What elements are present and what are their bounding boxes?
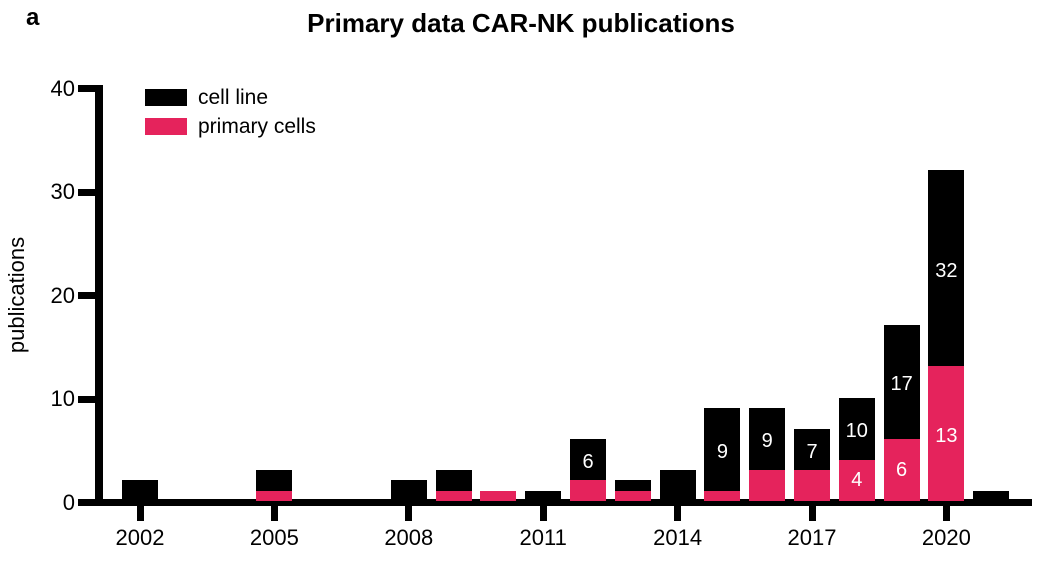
y-tick-mark-30 <box>78 188 96 196</box>
bar-2021 <box>973 490 1010 501</box>
bar-segment-cell-line-2016: 9 <box>749 407 786 470</box>
x-tick-mark-2017 <box>808 506 816 521</box>
x-tick-label-2020: 2020 <box>921 525 971 550</box>
x-tick-label-2002: 2002 <box>115 525 165 550</box>
bar-segment-primary-cells-2018: 4 <box>838 459 875 501</box>
bar-segment-cell-line-2018: 10 <box>838 397 875 460</box>
bar-segment-primary-cells-2016 <box>749 469 786 501</box>
bar-segment-primary-cells-2012 <box>570 480 606 501</box>
bar-2011 <box>525 490 562 501</box>
bar-2008 <box>390 480 427 501</box>
bar-segment-cell-line-2017: 7 <box>794 428 830 470</box>
x-tick-label-2017: 2017 <box>787 525 837 550</box>
x-tick-mark-2011 <box>539 506 547 521</box>
bar-2018: 10 4 <box>838 397 875 502</box>
x-tick-mark-2014 <box>674 506 682 521</box>
y-tick-label-0: 0 <box>62 489 75 515</box>
y-axis-line <box>95 85 103 506</box>
bar-segment-cell-line-2008 <box>390 480 427 501</box>
y-tick-label-30: 30 <box>50 179 75 204</box>
legend-swatch-primary-cells <box>145 117 187 135</box>
bar-segment-cell-line-2014 <box>659 469 696 501</box>
x-tick-label-2008: 2008 <box>384 525 434 550</box>
bar-segment-cell-line-2012: 6 <box>570 438 606 481</box>
y-tick-mark-20 <box>78 292 96 299</box>
legend-label-cell-line: cell line <box>198 85 269 109</box>
bar-segment-primary-cells-2005 <box>256 490 293 501</box>
bar-total-label-2015: 9 <box>716 440 728 463</box>
legend-item-cell-line: cell line <box>145 85 316 109</box>
bar-2005 <box>256 469 293 501</box>
bar-segment-primary-cells-2017 <box>794 469 830 501</box>
bar-total-label-2017: 7 <box>806 440 818 463</box>
bar-total-label-2020: 32 <box>935 259 958 282</box>
x-axis-line <box>95 499 1032 506</box>
x-tick-mark-2020 <box>942 506 950 521</box>
bar-primary-label-2018: 4 <box>851 469 863 492</box>
bar-2016: 9 <box>749 407 786 501</box>
bar-2012: 6 <box>570 438 606 501</box>
bar-2010 <box>480 490 517 501</box>
bar-segment-cell-line-2013 <box>614 480 651 491</box>
bar-2015: 9 <box>704 407 741 501</box>
chart-title: Primary data CAR-NK publications <box>307 8 735 38</box>
x-tick-label-2005: 2005 <box>249 525 299 550</box>
bar-segment-cell-line-2009 <box>435 469 472 491</box>
bar-2019: 17 6 <box>883 325 920 501</box>
bar-segment-cell-line-2011 <box>525 490 562 501</box>
bar-segment-cell-line-2005 <box>256 469 293 491</box>
bar-segment-cell-line-2019: 17 <box>883 325 920 439</box>
bar-2002 <box>122 480 158 501</box>
bar-segment-primary-cells-2019: 6 <box>883 438 920 501</box>
bar-segment-primary-cells-2015 <box>704 490 741 501</box>
x-tick-mark-2002 <box>136 506 144 521</box>
bar-segment-cell-line-2020: 32 <box>928 169 965 367</box>
bar-2009 <box>435 469 472 501</box>
bar-total-label-2018: 10 <box>845 420 868 443</box>
legend-label-primary-cells: primary cells <box>198 114 316 138</box>
legend-swatch-cell-line <box>145 88 187 106</box>
y-tick-label-40: 40 <box>50 75 75 101</box>
bar-segment-primary-cells-2009 <box>435 490 472 501</box>
y-tick-mark-0 <box>78 499 96 506</box>
bar-primary-label-2019: 6 <box>896 458 908 481</box>
y-tick-mark-40 <box>78 85 96 92</box>
x-tick-label-2014: 2014 <box>653 525 703 550</box>
bar-primary-label-2020: 13 <box>935 425 958 448</box>
x-tick-mark-2005 <box>270 506 278 521</box>
x-tick-mark-2008 <box>405 506 413 521</box>
panel-label: a <box>26 4 40 31</box>
x-tick-label-2011: 2011 <box>519 525 567 550</box>
bar-2013 <box>614 480 651 501</box>
bar-2017: 7 <box>794 428 830 501</box>
bar-segment-primary-cells-2010 <box>480 490 517 501</box>
bar-2020: 32 13 <box>928 169 965 501</box>
legend: cell line primary cells <box>145 85 316 146</box>
y-tick-label-20: 20 <box>50 282 75 308</box>
bar-total-label-2019: 17 <box>890 373 913 396</box>
bar-segment-cell-line-2015: 9 <box>704 407 741 491</box>
bar-segment-primary-cells-2013 <box>614 490 651 501</box>
y-tick-label-10: 10 <box>50 386 75 411</box>
bar-total-label-2016: 9 <box>761 430 773 453</box>
bar-2014 <box>659 469 696 501</box>
bar-segment-primary-cells-2020: 13 <box>928 366 965 501</box>
bar-total-label-2012: 6 <box>582 451 594 474</box>
bar-segment-cell-line-2002 <box>122 480 158 501</box>
y-tick-mark-10 <box>78 395 96 403</box>
bar-segment-cell-line-2021 <box>973 490 1010 501</box>
legend-item-primary-cells: primary cells <box>145 114 316 138</box>
